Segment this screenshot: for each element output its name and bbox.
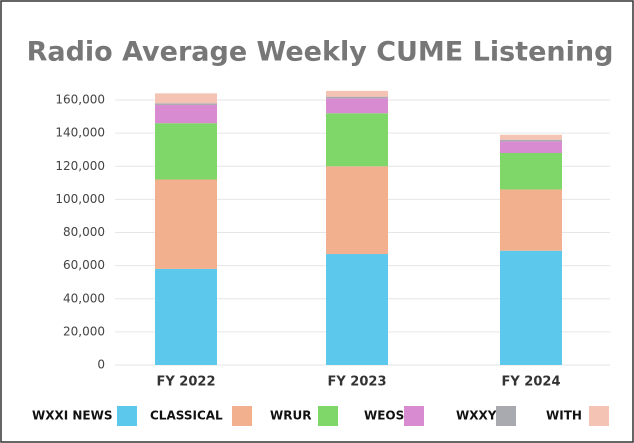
legend-label: WITH (546, 409, 582, 423)
y-tick-label: 80,000 (63, 225, 105, 239)
x-tick-label: FY 2023 (327, 375, 386, 390)
legend-label: WEOS (364, 409, 404, 423)
legend-swatch (404, 406, 424, 426)
y-tick-label: 40,000 (63, 291, 105, 305)
y-tick-label: 160,000 (55, 93, 105, 107)
bar-segment (326, 254, 388, 365)
legend-label: CLASSICAL (150, 409, 223, 423)
bar-segment (326, 96, 388, 99)
y-tick-label: 140,000 (55, 126, 105, 140)
bar-segment (155, 268, 217, 365)
bar-segment (155, 93, 217, 104)
bar-segment (500, 141, 562, 153)
legend-swatch (232, 406, 252, 426)
bar-segment (326, 166, 388, 255)
legend-swatch (117, 406, 137, 426)
bar-segment (155, 123, 217, 180)
legend-swatch (318, 406, 338, 426)
bar-segment (155, 103, 217, 105)
legend-swatch (496, 406, 516, 426)
legend-label: WXXY (456, 409, 497, 423)
bar-segment (155, 179, 217, 269)
bar-segment (500, 189, 562, 251)
bar-segment (326, 98, 388, 114)
bar-segment (500, 250, 562, 365)
y-tick-label: 20,000 (63, 324, 105, 338)
x-tick-label: FY 2022 (156, 375, 215, 390)
legend-label: WXXI NEWS (32, 409, 113, 423)
bar-segment (500, 134, 562, 140)
y-tick-label: 0 (97, 358, 105, 372)
bar-segment (500, 139, 562, 142)
bar-segment (155, 104, 217, 124)
bar-segment (326, 90, 388, 97)
y-tick-label: 120,000 (55, 159, 105, 173)
y-tick-label: 100,000 (55, 192, 105, 206)
y-tick-label: 60,000 (63, 258, 105, 272)
x-tick-label: FY 2024 (501, 375, 560, 390)
chart-title: Radio Average Weekly CUME Listening (27, 37, 614, 68)
bar-segment (500, 153, 562, 190)
legend-label: WRUR (270, 409, 311, 423)
bar-segment (326, 113, 388, 167)
legend-swatch (589, 406, 609, 426)
